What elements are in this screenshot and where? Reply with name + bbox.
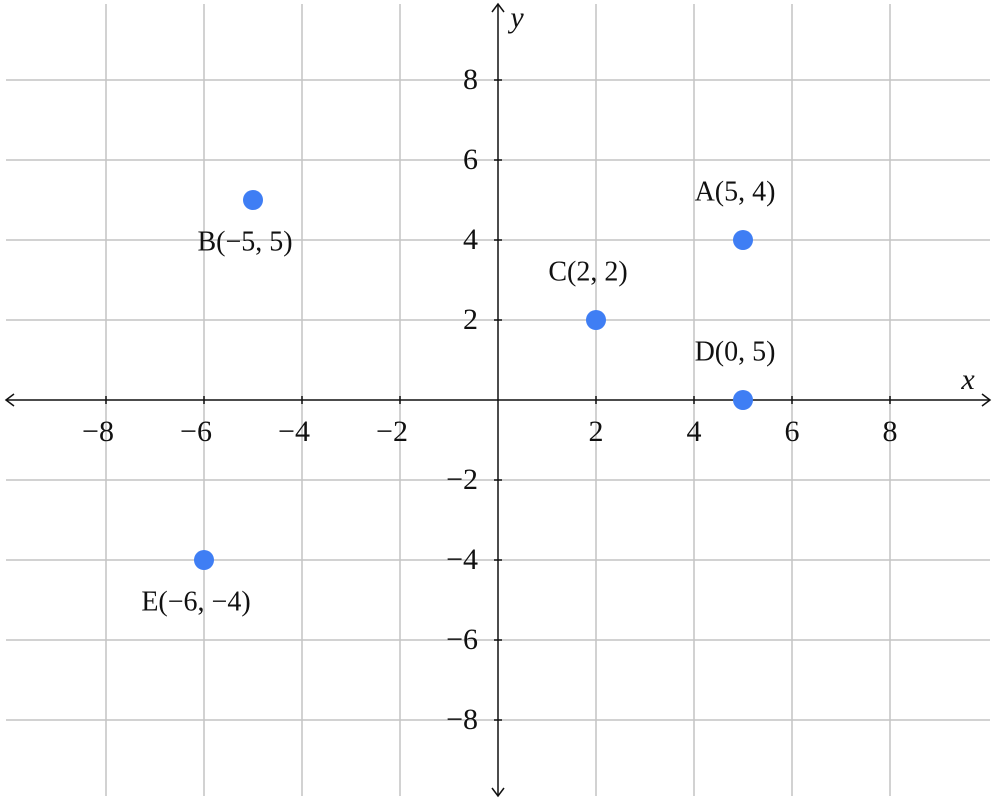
point-label: B(−5, 5) — [197, 226, 292, 257]
point — [243, 190, 263, 210]
y-tick-label: −4 — [446, 543, 478, 576]
x-tick-label: 6 — [785, 415, 800, 448]
x-tick-label: −4 — [278, 415, 310, 448]
point-label: A(5, 4) — [695, 176, 776, 207]
y-axis-label: y — [507, 1, 524, 34]
point — [586, 310, 606, 330]
x-axis-label: x — [960, 363, 975, 396]
point-label: E(−6, −4) — [141, 586, 250, 617]
y-axis-arrows — [491, 2, 505, 798]
point-label: C(2, 2) — [548, 256, 627, 287]
x-tick-label: 4 — [687, 415, 702, 448]
y-tick-label: 8 — [463, 63, 478, 96]
point-label: D(0, 5) — [695, 336, 776, 367]
y-tick-label: −8 — [446, 703, 478, 736]
y-tick-label: 2 — [463, 303, 478, 336]
y-tick-label: −6 — [446, 623, 478, 656]
x-tick-label: 8 — [883, 415, 898, 448]
x-tick-label: 2 — [589, 415, 604, 448]
point — [733, 230, 753, 250]
y-tick-label: 6 — [463, 143, 478, 176]
y-tick-label: −2 — [446, 463, 478, 496]
x-axis-arrows — [4, 393, 992, 407]
point — [194, 550, 214, 570]
y-tick-label: 4 — [463, 223, 478, 256]
x-tick-label: −2 — [376, 415, 408, 448]
point — [733, 390, 753, 410]
x-tick-label: −6 — [180, 415, 212, 448]
x-tick-label: −8 — [82, 415, 114, 448]
